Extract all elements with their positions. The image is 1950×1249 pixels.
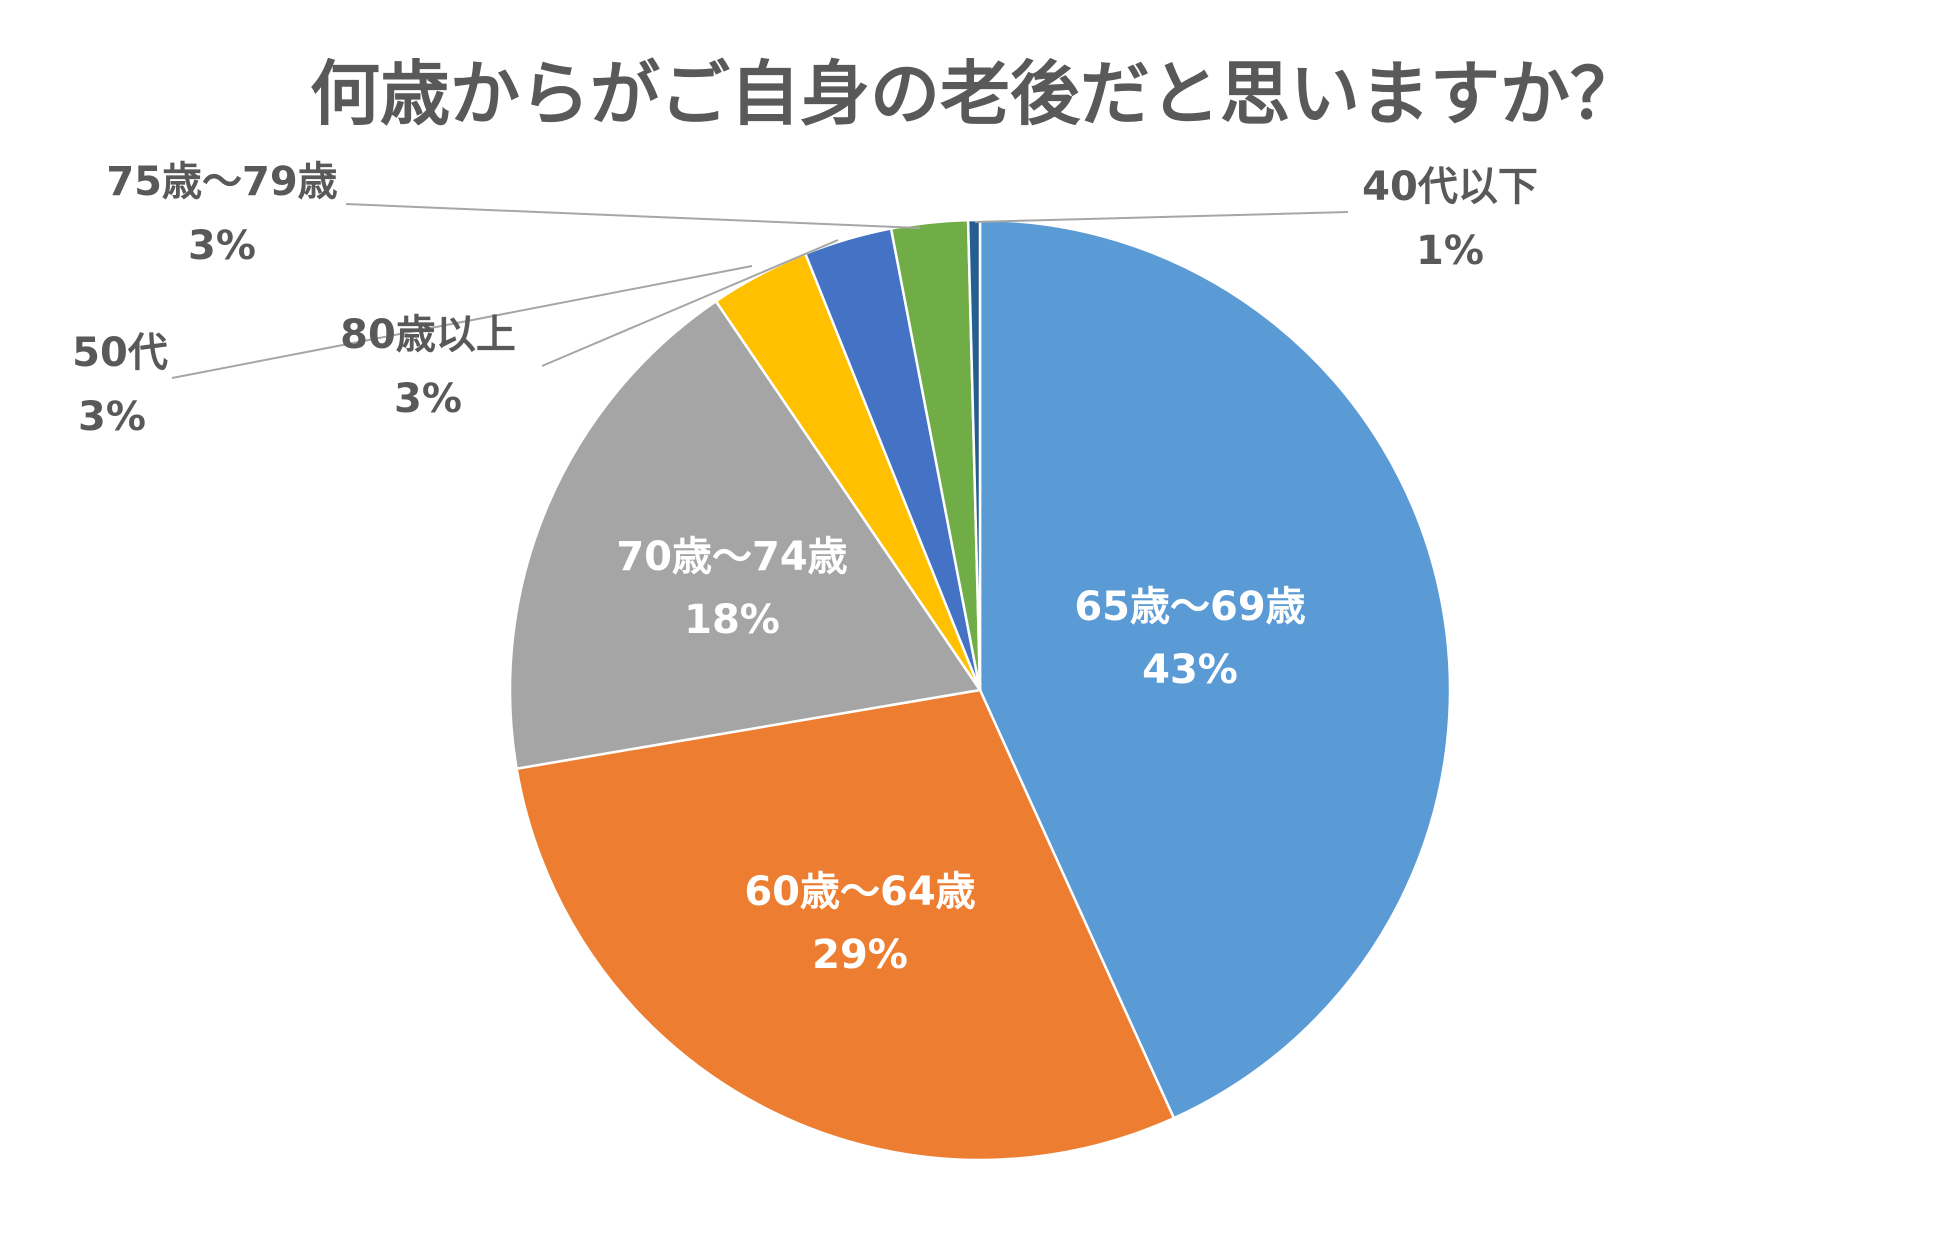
slice-label-0: 65歳～69歳 — [1074, 584, 1305, 630]
pie-slice-2 — [508, 299, 983, 771]
slice-percent-1: 29% — [812, 932, 908, 978]
slice-percent-5: 3% — [188, 223, 256, 269]
slice-label-4: 80歳以上 — [340, 312, 516, 358]
slice-percent-6: 1% — [1416, 228, 1484, 274]
slice-label-3: 50代 — [72, 330, 168, 376]
slice-percent-3: 3% — [78, 394, 146, 440]
pie-slices — [508, 218, 1452, 1162]
pie-slice-0 — [978, 218, 1452, 1120]
leader-line-3 — [171, 265, 753, 379]
pie-slice-1 — [515, 688, 1176, 1162]
slice-percent-4: 3% — [394, 376, 462, 422]
leader-line-6 — [974, 211, 1349, 223]
slice-label-2: 70歳～74歳 — [616, 534, 847, 580]
slice-percent-2: 18% — [684, 597, 780, 643]
slice-percent-0: 43% — [1142, 647, 1238, 693]
slice-label-5: 75歳～79歳 — [106, 159, 337, 205]
pie-slice-6 — [966, 218, 982, 691]
data-labels: 65歳～69歳 43% 60歳～64歳 29% 70歳～74歳 18% 50代 3% 80歳以上… — [72, 159, 1538, 978]
chart-title: 何歳からがご自身の老後だと思いますか？ — [310, 53, 1640, 135]
slice-label-1: 60歳～64歳 — [744, 869, 975, 915]
slice-label-6: 40代以下 — [1362, 164, 1538, 210]
leader-line-4 — [541, 239, 839, 367]
leader-line-5 — [345, 203, 921, 229]
leader-lines — [171, 203, 1349, 379]
